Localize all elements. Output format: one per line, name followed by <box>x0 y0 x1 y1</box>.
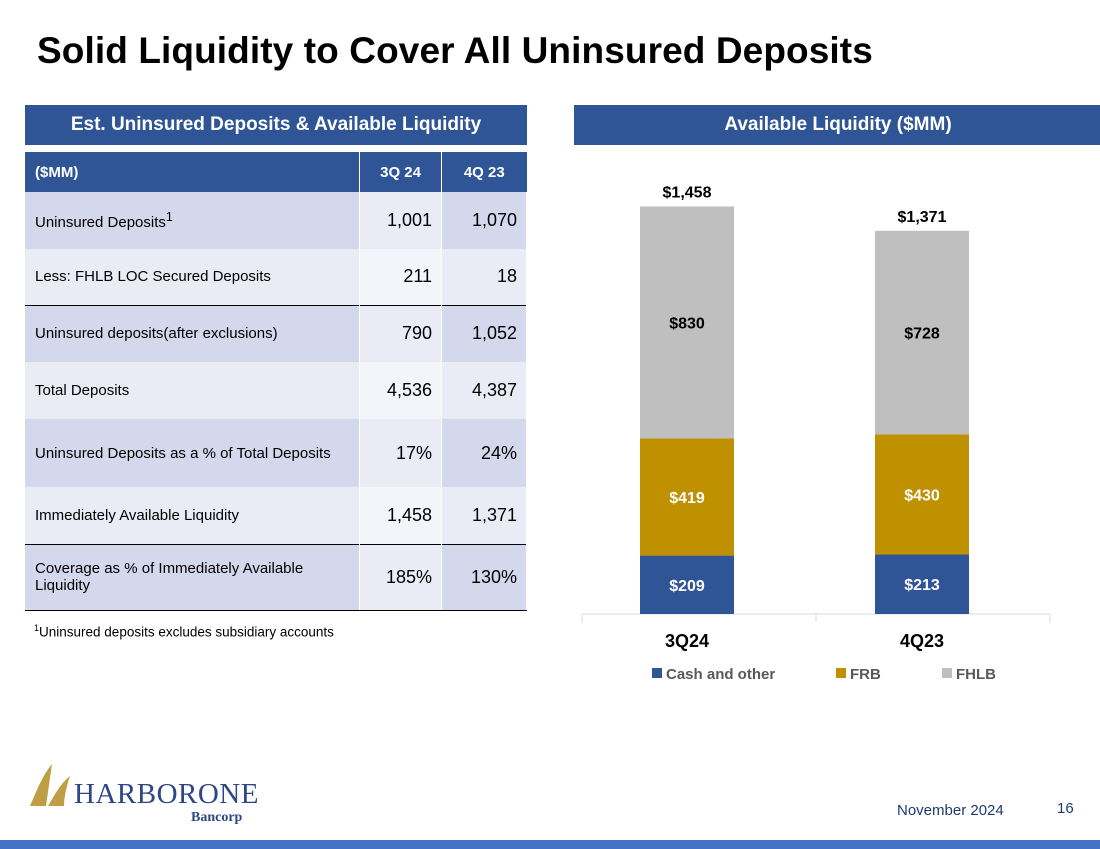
bar-segment-label: $830 <box>669 315 705 332</box>
table-row: Total Deposits 4,536 4,387 <box>25 362 527 419</box>
uninsured-deposits-table: ($MM) 3Q 24 4Q 23 Uninsured Deposits1 1,… <box>25 152 527 611</box>
presentation-date: November 2024 <box>897 802 1004 819</box>
footnote-marker: 1 <box>34 623 40 633</box>
footnote-text: Uninsured deposits excludes subsidiary a… <box>39 624 334 640</box>
bar-total-label: $1,371 <box>898 209 947 226</box>
page-number: 16 <box>1057 800 1074 817</box>
table-row: Uninsured Deposits1 1,001 1,070 <box>25 192 527 249</box>
bar-segment-label: $728 <box>904 326 940 343</box>
harborone-logo: HARBORONE Bancorp <box>26 760 286 832</box>
bar-total-label: $1,458 <box>663 184 712 201</box>
chart-panel-header: Available Liquidity ($MM) <box>574 105 1100 145</box>
legend-label: FRB <box>850 666 881 683</box>
table-row: Uninsured deposits(after exclusions) 790… <box>25 304 527 362</box>
bottom-accent-bar <box>0 840 1100 849</box>
available-liquidity-chart: $209 $419 $830 $1,458 3Q24 $213 $430 $728 $1,371… <box>581 184 1051 683</box>
table-row: Coverage as % of Immediately Available L… <box>25 543 527 611</box>
bar-segment-frb <box>640 438 734 556</box>
value-4q23: 130% <box>441 543 527 611</box>
bar-segment-cash-and-other <box>875 554 969 614</box>
bar-segment-frb <box>875 434 969 555</box>
legend-swatch <box>942 668 952 678</box>
logo-subtitle: Bancorp <box>191 810 243 825</box>
table-row: Uninsured Deposits as a % of Total Depos… <box>25 419 527 487</box>
row-label: Less: FHLB LOC Secured Deposits <box>25 249 361 305</box>
bar-segment-cash-and-other <box>640 555 734 614</box>
row-label: Uninsured Deposits1 <box>25 192 361 249</box>
bar-segment-label: $419 <box>669 490 705 507</box>
row-label: Immediately Available Liquidity <box>25 487 361 544</box>
value-3q24: 185% <box>359 543 443 611</box>
sail-logo-icon <box>30 764 70 806</box>
value-4q23: 24% <box>441 419 527 487</box>
value-4q23: 1,052 <box>441 304 527 362</box>
row-label: Uninsured deposits(after exclusions) <box>25 304 361 362</box>
bar-segment-label: $213 <box>904 577 940 594</box>
table-panel-header: Est. Uninsured Deposits & Available Liqu… <box>25 105 527 145</box>
value-3q24: 4,536 <box>359 362 443 419</box>
bar-segment-label: $209 <box>669 578 705 595</box>
legend-swatch <box>836 668 846 678</box>
value-3q24: 790 <box>359 304 443 362</box>
row-label-text: Uninsured Deposits <box>35 214 166 231</box>
legend-label: Cash and other <box>666 666 775 683</box>
legend-label: FHLB <box>956 666 996 683</box>
table-row: Less: FHLB LOC Secured Deposits 211 18 <box>25 249 527 305</box>
bar-segment-fhlb <box>640 206 734 439</box>
bar-segment-fhlb <box>875 230 969 435</box>
legend-swatch <box>652 668 662 678</box>
table-row: Immediately Available Liquidity 1,458 1,… <box>25 487 527 544</box>
value-4q23: 18 <box>441 249 527 305</box>
column-header-4q23: 4Q 23 <box>441 152 527 192</box>
value-4q23: 1,371 <box>441 487 527 544</box>
column-header-mm: ($MM) <box>25 152 360 192</box>
table-footnote: 1Uninsured deposits excludes subsidiary … <box>34 623 334 640</box>
slide-title: Solid Liquidity to Cover All Uninsured D… <box>37 30 873 71</box>
footnote-marker: 1 <box>165 210 173 224</box>
row-label: Coverage as % of Immediately Available L… <box>25 543 361 611</box>
value-4q23: 1,070 <box>441 192 527 249</box>
category-label: 3Q24 <box>665 631 709 651</box>
bar-segment-label: $430 <box>904 487 940 504</box>
value-3q24: 17% <box>359 419 443 487</box>
value-3q24: 211 <box>359 249 443 305</box>
value-3q24: 1,458 <box>359 487 443 544</box>
value-4q23: 4,387 <box>441 362 527 419</box>
category-label: 4Q23 <box>900 631 944 651</box>
row-label: Total Deposits <box>25 362 361 419</box>
column-header-3q24: 3Q 24 <box>359 152 442 192</box>
value-3q24: 1,001 <box>359 192 443 249</box>
table-header-row: ($MM) 3Q 24 4Q 23 <box>25 152 527 192</box>
logo-wordmark: HARBORONE <box>74 778 259 810</box>
row-label: Uninsured Deposits as a % of Total Depos… <box>25 419 361 487</box>
